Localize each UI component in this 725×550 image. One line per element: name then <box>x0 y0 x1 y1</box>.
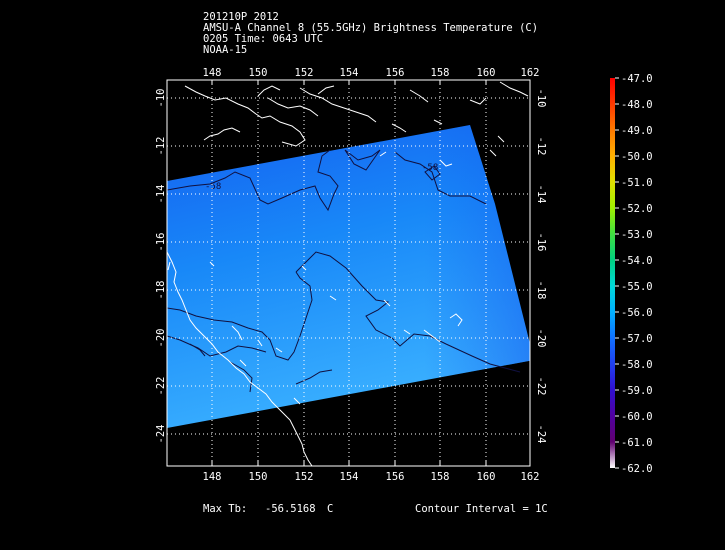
lon-labels-top: 148 150 152 154 156 158 160 162 <box>203 67 540 79</box>
contour-interval: Contour Interval = 1C <box>415 503 548 515</box>
lon-tick-label: 152 <box>295 471 314 483</box>
lat-tick-label: -22 <box>155 377 167 396</box>
colorbar-label: -60.0 <box>621 411 653 423</box>
lon-tick-label: 160 <box>477 67 496 79</box>
colorbar-label: -47.0 <box>621 73 653 85</box>
max-tb-unit: C <box>327 503 334 515</box>
colorbar-label: -59.0 <box>621 385 653 397</box>
lat-tick-label: -22 <box>535 377 547 396</box>
max-tb-value: -56.5168 <box>265 503 316 515</box>
colorbar-label: -57.0 <box>621 333 653 345</box>
lon-tick-label: 148 <box>203 471 222 483</box>
lat-tick-label: -12 <box>155 137 167 156</box>
lat-tick-label: -14 <box>535 185 547 204</box>
lat-tick-label: -14 <box>155 185 167 204</box>
lat-tick-label: -20 <box>155 329 167 348</box>
lon-tick-label: 156 <box>386 67 405 79</box>
lat-tick-label: -10 <box>535 89 547 108</box>
colorbar-label: -58.0 <box>621 359 653 371</box>
colorbar: -47.0 -48.0 -49.0 -50.0 -51.0 -52.0 -53.0 -54.0… <box>610 73 653 475</box>
colorbar-gradient <box>610 78 615 468</box>
temperature-contours <box>167 149 521 393</box>
lon-tick-label: 162 <box>521 67 540 79</box>
lat-tick-label: -24 <box>535 425 547 444</box>
header-line-2: AMSU-A Channel 8 (55.5GHz) Brightness Te… <box>203 22 539 34</box>
lon-tick-label: 150 <box>249 67 268 79</box>
colorbar-label: -49.0 <box>621 125 653 137</box>
lon-tick-label: 158 <box>431 67 450 79</box>
lon-tick-label: 162 <box>521 471 540 483</box>
lat-labels-right: -10 -12 -14 -16 -18 -20 -22 -24 <box>535 89 547 444</box>
lon-tick-label: 156 <box>386 471 405 483</box>
colorbar-label: -50.0 <box>621 151 653 163</box>
lat-tick-label: -18 <box>535 281 547 300</box>
lat-tick-label: -12 <box>535 137 547 156</box>
colorbar-label: -53.0 <box>621 229 653 241</box>
header-line-1: 201210P 2012 <box>203 11 279 23</box>
lat-labels-left: -10 -12 -14 -16 -18 -20 -22 -24 <box>155 89 167 444</box>
lon-tick-label: 160 <box>477 471 496 483</box>
lat-tick-label: -10 <box>155 89 167 108</box>
header-line-3: 0205 Time: 0643 UTC <box>203 33 324 45</box>
contour-label-2: -58 <box>422 163 438 173</box>
lat-tick-label: -16 <box>155 233 167 252</box>
lon-tick-label: 154 <box>340 471 359 483</box>
lon-tick-label: 148 <box>203 67 222 79</box>
lon-tick-label: 154 <box>340 67 359 79</box>
colorbar-label: -61.0 <box>621 437 653 449</box>
colorbar-label: -51.0 <box>621 177 653 189</box>
max-tb-label: Max Tb: <box>203 503 248 515</box>
lon-tick-label: 152 <box>295 67 314 79</box>
colorbar-label: -52.0 <box>621 203 653 215</box>
coastlines <box>167 81 529 466</box>
colorbar-label: -55.0 <box>621 281 653 293</box>
lon-tick-label: 150 <box>249 471 268 483</box>
colorbar-label: -56.0 <box>621 307 653 319</box>
lon-labels-bottom: 148 150 152 154 156 158 160 162 <box>203 471 540 483</box>
colorbar-label: -62.0 <box>621 463 653 475</box>
colorbar-label: -48.0 <box>621 99 653 111</box>
graticule <box>167 80 530 466</box>
lat-tick-label: -20 <box>535 329 547 348</box>
lon-tick-label: 158 <box>431 471 450 483</box>
lat-tick-label: -16 <box>535 233 547 252</box>
contour-label-1: -58 <box>205 182 221 192</box>
header-line-4: NOAA-15 <box>203 44 248 56</box>
lat-tick-label: -24 <box>155 425 167 444</box>
colorbar-label: -54.0 <box>621 255 653 267</box>
lat-tick-label: -18 <box>155 281 167 300</box>
